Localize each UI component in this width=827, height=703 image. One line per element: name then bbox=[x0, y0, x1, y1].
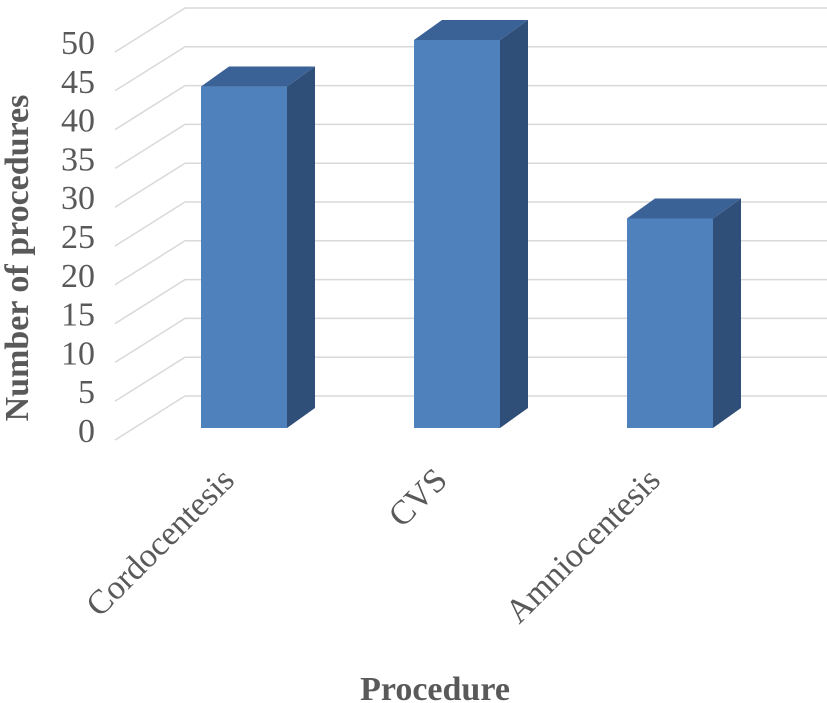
gridline bbox=[114, 7, 827, 53]
y-tick-label: 25 bbox=[61, 219, 95, 256]
gridline bbox=[114, 240, 827, 286]
gridline bbox=[114, 395, 827, 441]
y-tick-label: 30 bbox=[61, 180, 95, 217]
category-labels: Cordocentesis CVS Amniocentesis bbox=[79, 461, 667, 630]
gridline bbox=[114, 201, 827, 247]
bar-front bbox=[627, 218, 713, 428]
gridline bbox=[114, 278, 827, 325]
x-category-label: Amniocentesis bbox=[499, 461, 668, 630]
bar-top bbox=[414, 20, 528, 40]
bar-side bbox=[500, 20, 528, 428]
y-tick-label: 35 bbox=[61, 141, 95, 178]
x-category-label: Cordocentesis bbox=[79, 461, 241, 623]
gridline bbox=[114, 162, 827, 208]
gridline bbox=[114, 84, 827, 131]
gridline bbox=[114, 46, 827, 92]
bar-side bbox=[287, 66, 315, 428]
bar-cvs bbox=[414, 20, 528, 428]
bar-side bbox=[713, 198, 741, 428]
y-tick-label: 10 bbox=[61, 335, 95, 372]
bar-front bbox=[414, 40, 500, 428]
x-axis-title: Procedure bbox=[360, 671, 510, 703]
bar-front bbox=[201, 86, 287, 428]
bars bbox=[201, 20, 741, 428]
y-tick-label: 5 bbox=[78, 374, 95, 411]
bar-top bbox=[201, 66, 315, 87]
y-tick-label: 50 bbox=[61, 25, 95, 62]
y-tick-label: 15 bbox=[61, 297, 95, 334]
gridlines bbox=[114, 7, 827, 441]
bar-amniocentesis bbox=[627, 198, 741, 428]
x-category-label: CVS bbox=[382, 461, 455, 534]
y-tick-label: 45 bbox=[61, 64, 95, 101]
gridline bbox=[114, 317, 827, 364]
gridline bbox=[114, 356, 827, 402]
bar-top bbox=[627, 198, 741, 219]
y-tick-label: 40 bbox=[61, 103, 95, 140]
y-tick-label: 0 bbox=[78, 413, 95, 450]
bar-cordocentesis bbox=[201, 66, 315, 428]
y-axis-title: Number of procedures bbox=[0, 95, 36, 422]
y-tick-label: 20 bbox=[61, 258, 95, 295]
gridline bbox=[114, 123, 827, 170]
